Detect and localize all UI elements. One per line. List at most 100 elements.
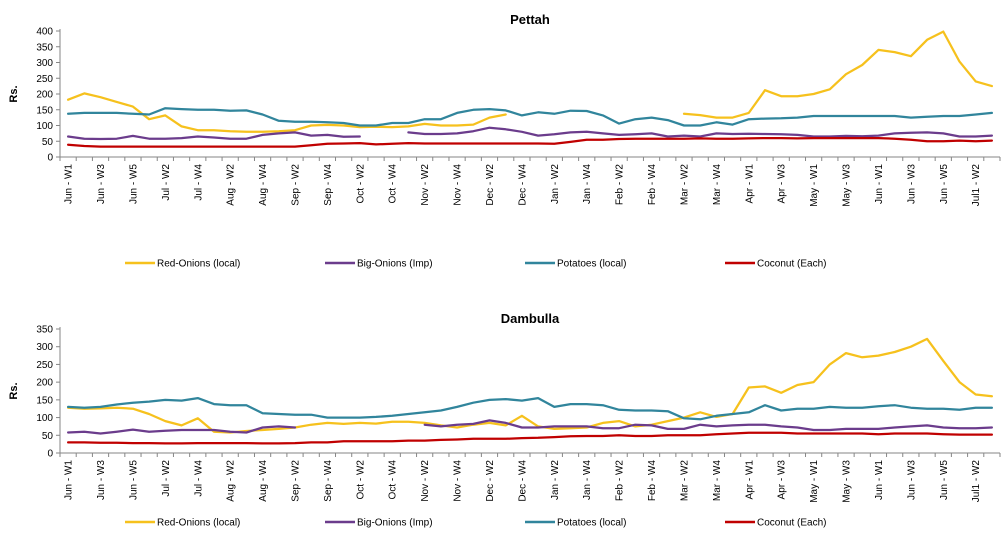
x-tick-label: Jun - W5 — [939, 164, 950, 204]
legend-entry: Potatoes (local) — [557, 518, 626, 529]
x-tick-label: Jun - W5 — [128, 460, 139, 500]
y-tick-label: 0 — [47, 449, 53, 460]
x-tick-label: Nov - W4 — [453, 164, 464, 206]
x-tick-label: Nov - W2 — [420, 460, 431, 502]
x-tick-label: Apr - W3 — [777, 460, 788, 500]
y-tick-label: 350 — [36, 42, 53, 53]
y-tick-label: 100 — [36, 413, 53, 424]
series-1 — [66, 419, 994, 435]
series-0 — [66, 30, 994, 133]
x-tick-label: Aug - W2 — [226, 164, 237, 206]
x-tick-label: Mar - W2 — [679, 460, 690, 502]
x-tick-label: May - W3 — [842, 460, 853, 503]
x-tick-label: Apr - W1 — [744, 460, 755, 500]
x-tick-label: Sep - W2 — [291, 164, 302, 206]
x-tick-label: Jan - W2 — [550, 164, 561, 204]
x-tick-label: Jul1 - W2 — [971, 164, 982, 207]
series-line — [66, 92, 507, 133]
series-line — [682, 30, 994, 119]
chart-title: Pettah — [510, 12, 550, 27]
series-line — [66, 431, 994, 445]
series-line — [66, 337, 994, 434]
x-tick-label: Dec - W4 — [517, 460, 528, 502]
x-tick-label: Oct - W4 — [388, 460, 399, 500]
x-tick-label: Feb - W4 — [647, 460, 658, 502]
x-tick-label: Jan - W4 — [582, 164, 593, 204]
chart-0: Pettah Rs. 0 50 100 150 200 250 300 350 400 Jun - W… — [8, 12, 1001, 270]
x-tick-label: Jun - W3 — [96, 460, 107, 500]
x-tick-label: Mar - W4 — [712, 164, 723, 206]
x-tick-label: May - W1 — [809, 460, 820, 503]
x-tick-label: Aug - W4 — [258, 164, 269, 206]
x-tick-label: Oct - W4 — [388, 164, 399, 204]
series-line — [66, 107, 994, 127]
y-tick-label: 300 — [36, 342, 53, 353]
legend-entry: Big-Onions (Imp) — [357, 518, 433, 529]
series-line — [66, 131, 361, 141]
x-tick-label: Jun - W1 — [874, 164, 885, 204]
x-tick-label: Aug - W2 — [226, 460, 237, 502]
y-tick-label: 200 — [36, 378, 53, 389]
x-tick-label: Mar - W2 — [679, 164, 690, 206]
y-tick-label: 350 — [36, 325, 53, 336]
x-tick-label: May - W3 — [842, 164, 853, 207]
legend-entry: Big-Onions (Imp) — [357, 259, 433, 270]
legend-entry: Red-Onions (local) — [157, 259, 240, 270]
x-tick-label: Aug - W4 — [258, 460, 269, 502]
x-tick-label: Mar - W4 — [712, 460, 723, 502]
x-tick-label: Jun - W3 — [906, 460, 917, 500]
x-tick-label: Jun - W1 — [874, 460, 885, 500]
x-tick-label: Sep - W4 — [323, 164, 334, 206]
y-tick-label: 50 — [42, 137, 54, 148]
x-tick-label: Jun - W1 — [64, 164, 75, 204]
series-line — [66, 425, 297, 435]
y-tick-label: 200 — [36, 90, 53, 101]
x-tick-label: Dec - W4 — [517, 164, 528, 206]
y-tick-label: 0 — [47, 153, 53, 164]
x-tick-label: Nov - W4 — [453, 460, 464, 502]
x-tick-label: May - W1 — [809, 164, 820, 207]
series-0 — [66, 337, 994, 434]
series-line — [66, 136, 994, 148]
y-tick-label: 150 — [36, 395, 53, 406]
y-tick-label: 250 — [36, 74, 53, 85]
y-tick-label: 300 — [36, 58, 53, 69]
x-tick-label: Apr - W3 — [777, 164, 788, 204]
x-tick-label: Sep - W2 — [291, 460, 302, 502]
x-tick-label: Feb - W4 — [647, 164, 658, 206]
legend-entry: Coconut (Each) — [757, 518, 826, 529]
chart-1: Dambulla Rs. 0 50 100 150 200 250 300 350 Jun - W1… — [8, 311, 1001, 529]
series-2 — [66, 396, 994, 421]
x-tick-label: Sep - W4 — [323, 460, 334, 502]
y-tick-label: 400 — [36, 27, 53, 38]
x-tick-label: Jan - W4 — [582, 460, 593, 500]
series-line — [66, 396, 994, 421]
x-tick-label: Jul - W2 — [161, 460, 172, 497]
series-3 — [66, 431, 994, 445]
series-1 — [66, 126, 994, 141]
y-tick-label: 250 — [36, 360, 53, 371]
x-tick-label: Dec - W2 — [485, 164, 496, 206]
series-3 — [66, 136, 994, 148]
x-tick-label: Nov - W2 — [420, 164, 431, 206]
x-tick-label: Jun - W3 — [906, 164, 917, 204]
series-2 — [66, 107, 994, 127]
legend-entry: Potatoes (local) — [557, 259, 626, 270]
x-tick-label: Jun - W5 — [939, 460, 950, 500]
x-tick-label: Jul - W2 — [161, 164, 172, 201]
legend-entry: Red-Onions (local) — [157, 518, 240, 529]
y-axis-label: Rs. — [8, 382, 20, 399]
legend-entry: Coconut (Each) — [757, 259, 826, 270]
x-tick-label: Jan - W2 — [550, 460, 561, 500]
x-tick-label: Jul - W4 — [193, 164, 204, 201]
y-tick-label: 150 — [36, 105, 53, 116]
y-tick-label: 100 — [36, 121, 53, 132]
x-tick-label: Feb - W2 — [615, 460, 626, 502]
x-tick-label: Jun - W1 — [64, 460, 75, 500]
x-tick-label: Jun - W5 — [128, 164, 139, 204]
x-tick-label: Jun - W3 — [96, 164, 107, 204]
y-tick-label: 50 — [42, 431, 54, 442]
series-line — [407, 126, 994, 138]
